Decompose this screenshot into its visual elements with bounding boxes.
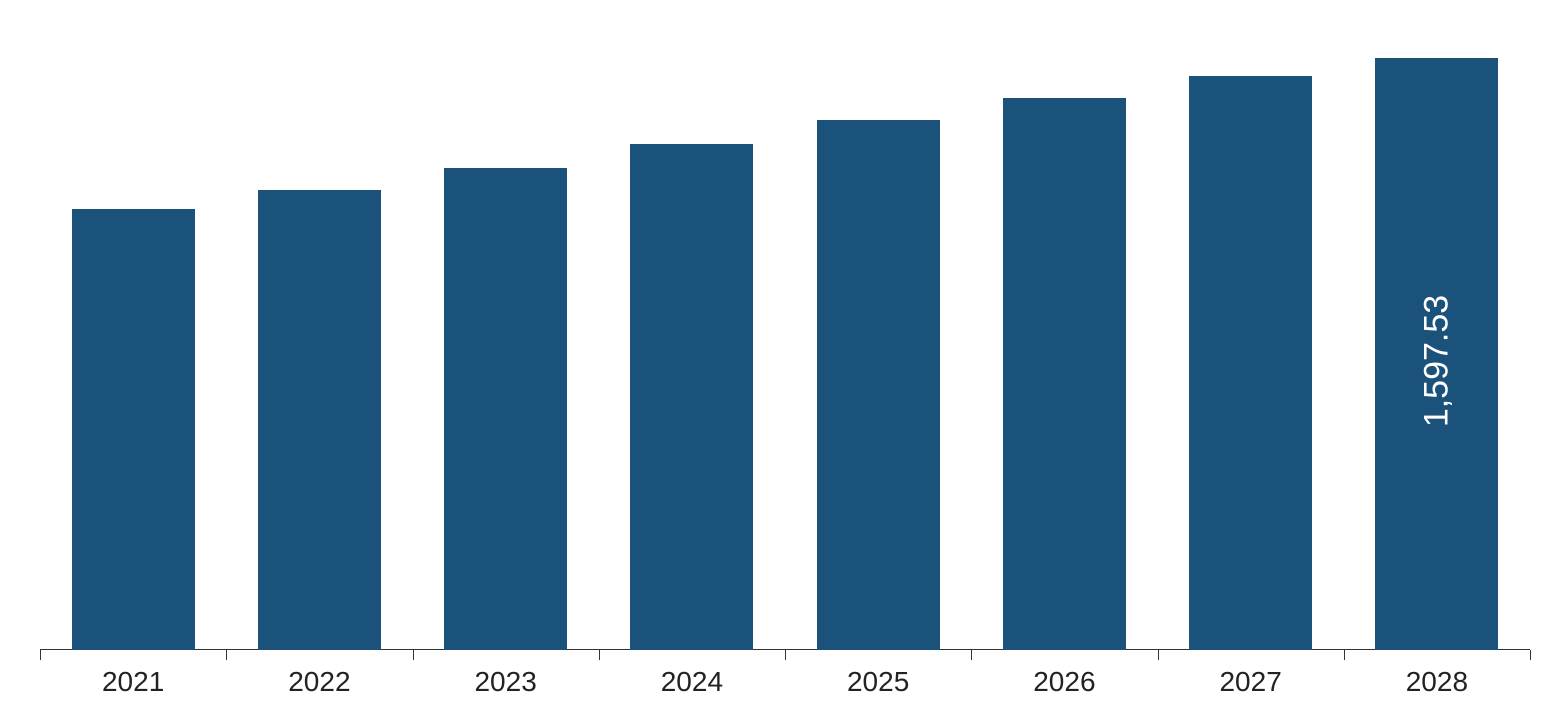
x-axis-label: 2023: [474, 666, 536, 698]
x-axis-tick: [785, 650, 786, 660]
x-axis-labels: 2021 2022 2023 2024 2025 2026 2027 2028: [40, 662, 1530, 702]
bar: [1003, 98, 1126, 650]
bar-value-label: 1,597.53: [1417, 295, 1456, 427]
x-axis-label: 2025: [847, 666, 909, 698]
x-axis-tick: [1530, 650, 1531, 660]
bar: [258, 190, 381, 650]
bar-slot: [599, 20, 785, 650]
x-axis-label: 2024: [661, 666, 723, 698]
x-axis-tick: [226, 650, 227, 660]
x-axis-label: 2021: [102, 666, 164, 698]
bar: 1,597.53: [1375, 58, 1498, 650]
bar-slot: 1,597.53: [1344, 20, 1530, 650]
bar: [72, 209, 195, 650]
bar-slot: [785, 20, 971, 650]
bar: [444, 168, 567, 650]
x-axis-label: 2026: [1033, 666, 1095, 698]
bar: [630, 144, 753, 650]
x-axis-tick: [1344, 650, 1345, 660]
bar-chart: 1,597.53 2021202220232024202520262027202…: [0, 0, 1560, 719]
plot-area: 1,597.53: [40, 20, 1530, 650]
x-axis-tick: [40, 650, 41, 660]
x-axis-tick: [413, 650, 414, 660]
bar: [817, 120, 940, 650]
bar-slot: [1158, 20, 1344, 650]
bar-slot: [226, 20, 412, 650]
x-axis-tick: [971, 650, 972, 660]
bar-slot: [971, 20, 1157, 650]
x-axis-label: 2022: [288, 666, 350, 698]
x-axis-label: 2027: [1219, 666, 1281, 698]
x-axis-label: 2028: [1406, 666, 1468, 698]
bar: [1189, 76, 1312, 650]
x-axis-tick: [599, 650, 600, 660]
bar-slot: [40, 20, 226, 650]
x-axis-tick: [1158, 650, 1159, 660]
bar-slot: [413, 20, 599, 650]
